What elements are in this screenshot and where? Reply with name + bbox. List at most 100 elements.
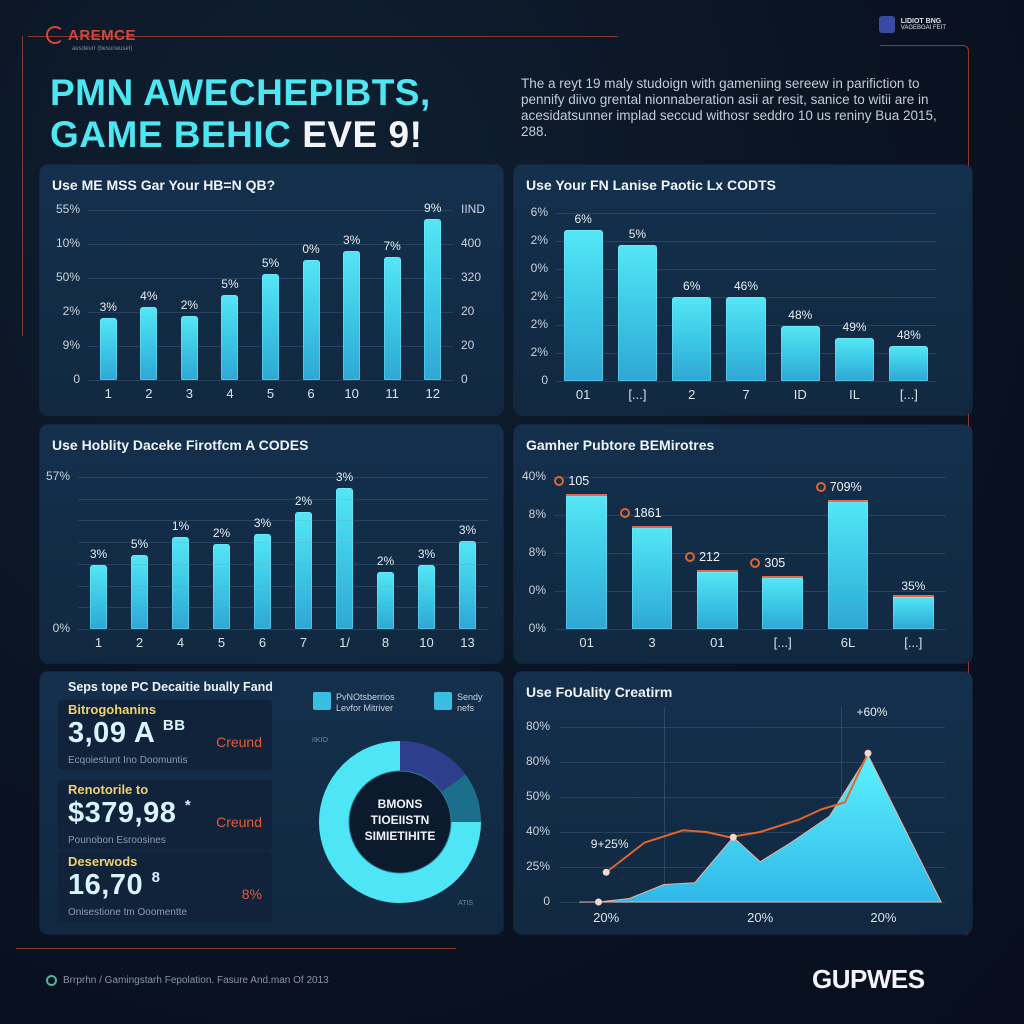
donut-slice-main[interactable]	[319, 741, 481, 903]
bar-2[interactable]	[130, 554, 149, 629]
bar-4[interactable]	[221, 295, 239, 380]
bar-[...][interactable]	[762, 576, 803, 629]
bar-01[interactable]	[563, 230, 603, 381]
bar-10[interactable]	[343, 251, 361, 380]
bar-6[interactable]	[253, 533, 272, 629]
bar-10[interactable]	[417, 565, 436, 629]
bar-[...][interactable]	[617, 244, 657, 381]
chart-1-plot-area: 55% 10% 50% 2% 9% 0 IIND 400 320 20 20 0 3% 1 4% 2 2% 3 5%…	[56, 201, 485, 401]
bar-5[interactable]	[212, 544, 231, 629]
bar-7[interactable]	[726, 297, 766, 381]
bar-1[interactable]	[99, 318, 117, 380]
chart-panel-2: Use Your FN Lanise Paotic Lx CODTS 6% 2% 0…	[514, 165, 972, 415]
kpi-value-suffix: 8	[151, 869, 161, 886]
donut-slice-teal[interactable]	[440, 774, 481, 823]
bar-7[interactable]	[294, 512, 313, 629]
gridline	[88, 244, 453, 245]
kpi-change: Creund	[216, 814, 262, 830]
title-line-1: PMN AWECHEPIBTS,	[50, 72, 431, 113]
bar-12[interactable]	[424, 218, 442, 380]
annotation-dot-icon	[619, 507, 630, 518]
gridline	[554, 591, 946, 592]
annotation-dot-icon	[554, 476, 565, 486]
bar-value-label: 1861	[633, 505, 662, 520]
chart-1-title: Use ME MSS Gar Your HB=N QB?	[52, 177, 276, 193]
kpi-card: Deserwods 16,70 8 8% Onisestione tm Oooment…	[58, 852, 272, 922]
brand: AREMCE aesdeurr (besuneuset)	[46, 26, 136, 52]
bar-6[interactable]	[302, 259, 320, 380]
gridline	[556, 241, 936, 242]
bar-3[interactable]	[631, 525, 673, 629]
x-tick-label: 6	[258, 635, 267, 650]
bar-value-label: 212	[699, 550, 720, 564]
frame-line-top	[28, 36, 308, 37]
legend-item[interactable]: Sendy nefs	[434, 692, 497, 714]
y-tick-label: 0%	[528, 583, 546, 597]
bar-[...][interactable]	[893, 595, 934, 629]
bar-IL[interactable]	[835, 337, 875, 381]
y-right-tick-label: 400	[461, 236, 482, 250]
legend-label: PvNOtsberrios Levfor Mitriver	[336, 692, 395, 713]
gridline	[554, 477, 946, 478]
bar-value-label: 3%	[99, 300, 117, 315]
y-tick-label: 0%	[528, 621, 546, 635]
data-point-marker[interactable]	[595, 898, 602, 906]
x-tick-label: 2	[688, 387, 696, 402]
kpi-description: Ecqoiestunt Ino Doomuntis	[68, 755, 188, 766]
bar-4[interactable]	[171, 537, 190, 629]
y-tick-label: 80%	[525, 719, 550, 733]
bar-1/[interactable]	[335, 487, 354, 629]
area-series[interactable]	[579, 753, 942, 903]
chart-6-title: Use FoUality Creatirm	[526, 684, 673, 700]
bar-6L[interactable]	[827, 500, 869, 629]
x-tick-label: 10	[344, 386, 359, 401]
x-tick-label: [...]	[628, 387, 647, 402]
donut-center-text: BMONS	[378, 797, 423, 811]
bar-3[interactable]	[180, 315, 198, 380]
line-series[interactable]	[605, 752, 869, 874]
donut-corner-label: IIKIO	[312, 737, 328, 744]
bar-ID[interactable]	[780, 325, 820, 381]
annotation-dot-icon	[815, 482, 826, 493]
legend-swatch	[313, 692, 331, 710]
frame-line-top-right	[288, 36, 618, 37]
data-point-marker[interactable]	[602, 868, 610, 876]
y-tick-label: 55%	[55, 202, 80, 216]
bar-8[interactable]	[376, 572, 395, 629]
gridline	[88, 380, 453, 381]
bar-annotation: 709%	[815, 480, 862, 494]
donut-center-text: TIOEIISTN	[371, 813, 430, 827]
data-point-marker[interactable]	[729, 833, 737, 841]
title-line-2b: EVE 9!	[302, 114, 423, 155]
donut-chart[interactable]: BMONS TIOEIISTN SIMIETIHITE	[310, 732, 490, 912]
bar-value-label: 0%	[302, 241, 320, 256]
data-point-marker[interactable]	[864, 749, 872, 757]
bar-5[interactable]	[261, 274, 279, 380]
x-tick-label: [...]	[773, 635, 792, 650]
bar-01[interactable]	[697, 570, 738, 629]
bar-value-label: 5%	[628, 226, 647, 241]
gridline	[78, 520, 488, 522]
x-tick-label: 12	[425, 386, 440, 401]
y-right-tick-label: IIND	[461, 202, 485, 216]
legend-swatch	[434, 692, 452, 710]
chart-2-plot-area: 6% 2% 0% 2% 2% 2% 0 6% 01 5% [...] 6% 2 46% 7 48% ID 49% I…	[531, 205, 936, 402]
bar-11[interactable]	[383, 256, 401, 380]
bar-value-label: 2%	[212, 526, 231, 541]
area-chart-svg	[579, 749, 942, 906]
x-tick-label: [...]	[904, 635, 923, 650]
bar-13[interactable]	[458, 540, 477, 629]
bar-2[interactable]	[672, 297, 712, 381]
gridline	[78, 629, 488, 630]
donut-slice-blue[interactable]	[399, 741, 466, 793]
bar-1[interactable]	[89, 565, 108, 629]
bar-01[interactable]	[566, 494, 607, 629]
x-tick-label: 20%	[870, 910, 897, 925]
bar-2[interactable]	[140, 306, 158, 380]
badge-square-icon	[878, 16, 895, 33]
bar-value-label: 7%	[383, 238, 401, 253]
bar-value-label: 9%	[424, 200, 442, 215]
y-right-tick-label: 320	[461, 270, 482, 284]
bar-[...][interactable]	[889, 346, 929, 381]
legend-item[interactable]: PvNOtsberrios Levfor Mitriver	[313, 692, 406, 714]
